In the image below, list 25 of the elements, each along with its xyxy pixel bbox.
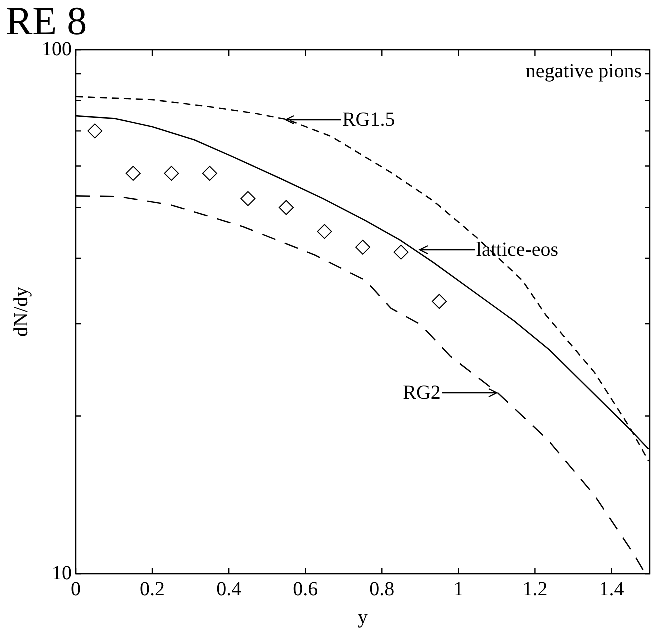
y-axis-title: dN/dy [10, 287, 32, 337]
x-tick-label: 1.4 [599, 578, 624, 600]
annotation: RG2 [403, 382, 441, 404]
point [432, 294, 448, 310]
x-axis-title: y [358, 606, 368, 628]
annotation: RG1.5 [342, 108, 396, 131]
x-tick-label: 0.8 [370, 578, 395, 600]
point [317, 224, 332, 240]
annotation: lattice-eos [476, 239, 559, 262]
annotation: negative pions [526, 60, 642, 82]
point [278, 200, 294, 216]
point [356, 240, 370, 255]
y-tick-label: 10 [52, 562, 72, 584]
point [394, 244, 409, 260]
x-tick-label: 0.2 [140, 578, 166, 600]
point [202, 166, 218, 182]
x-tick-label: 1 [454, 578, 464, 600]
x-tick-label: 0 [71, 578, 81, 600]
point [126, 166, 141, 182]
x-tick-label: 0.6 [293, 578, 318, 600]
point [240, 191, 256, 206]
point [88, 124, 103, 139]
x-tick-label: 1.2 [522, 578, 548, 600]
x-tick-label: 0.4 [216, 578, 242, 600]
point [164, 166, 180, 182]
